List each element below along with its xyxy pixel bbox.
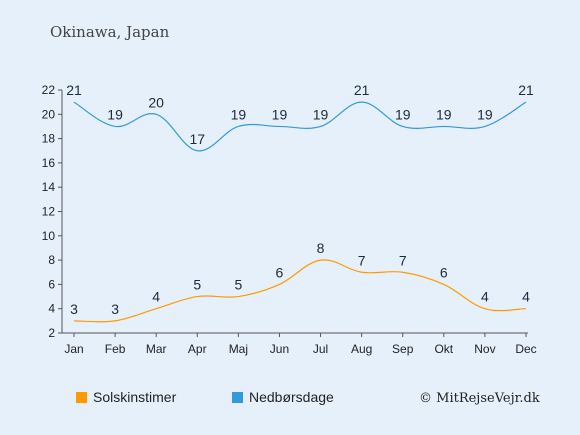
x-tick-label: Mar — [146, 342, 167, 356]
data-label-rain-days: 19 — [395, 106, 411, 122]
x-tick-label: Apr — [188, 342, 207, 356]
data-label-sunshine: 5 — [234, 277, 242, 293]
data-label-rain-days: 17 — [189, 131, 205, 147]
y-tick-label: 2 — [48, 326, 55, 340]
y-tick-label: 8 — [48, 253, 55, 267]
x-axis: Jan Feb Mar Apr Maj Jun Jul Aug Sep Okt Nov Dec — [62, 332, 537, 356]
data-label-rain-days: 21 — [66, 82, 82, 98]
data-label-rain-days: 19 — [313, 106, 329, 122]
data-label-sunshine: 8 — [317, 240, 325, 256]
legend-label-rain-days: Nedbørsdage — [249, 389, 334, 405]
y-tick-label: 6 — [48, 277, 55, 291]
x-tick-label: Feb — [105, 342, 126, 356]
x-tick-label: Jun — [270, 342, 289, 356]
data-label-sunshine: 4 — [522, 289, 530, 305]
y-tick-label: 16 — [42, 156, 56, 170]
data-label-sunshine: 7 — [399, 252, 407, 268]
data-label-sunshine: 7 — [358, 252, 366, 268]
chart-title: Okinawa, Japan — [50, 23, 170, 41]
legend-swatch-rain-days — [232, 392, 243, 403]
y-tick-label: 20 — [42, 107, 56, 121]
y-axis: 2 4 6 8 10 12 14 16 18 20 22 — [42, 83, 63, 340]
data-label-sunshine: 5 — [193, 277, 201, 293]
x-tick-label: Jan — [64, 342, 83, 356]
series-layer: 3 3 4 5 5 6 8 7 7 6 4 4 21 19 20 17 19 19 19 21 19 19 19 21 — [66, 82, 534, 323]
y-tick-label: 22 — [42, 83, 56, 97]
data-label-sunshine: 4 — [152, 289, 160, 305]
x-tick-label: Aug — [351, 342, 372, 356]
data-label-rain-days: 21 — [354, 82, 370, 98]
data-label-rain-days: 19 — [107, 106, 123, 122]
y-tick-label: 10 — [42, 229, 56, 243]
data-label-rain-days: 19 — [231, 106, 247, 122]
legend: Solskinstimer Nedbørsdage — [76, 389, 334, 405]
x-tick-label: Dec — [515, 342, 536, 356]
x-tick-label: Nov — [474, 342, 495, 356]
x-tick-label: Okt — [434, 342, 453, 356]
credit-text: © MitRejseVejr.dk — [419, 391, 540, 406]
data-label-sunshine: 4 — [481, 289, 489, 305]
series-line-sunshine — [73, 259, 527, 323]
x-tick-label: Maj — [229, 342, 248, 356]
x-tick-label: Jul — [313, 342, 328, 356]
y-tick-label: 12 — [42, 205, 56, 219]
data-label-sunshine: 6 — [440, 264, 448, 280]
x-tick-label: Sep — [392, 342, 414, 356]
y-tick-label: 4 — [48, 302, 55, 316]
series-line-rain-days — [73, 101, 527, 152]
data-label-sunshine: 6 — [276, 264, 284, 280]
data-label-rain-days: 20 — [148, 94, 164, 110]
data-label-rain-days: 19 — [436, 106, 452, 122]
legend-label-sunshine: Solskinstimer — [93, 389, 177, 405]
y-tick-label: 18 — [42, 132, 56, 146]
data-label-rain-days: 21 — [518, 82, 534, 98]
y-tick-label: 14 — [42, 180, 56, 194]
data-label-sunshine: 3 — [70, 301, 78, 317]
data-label-rain-days: 19 — [272, 106, 288, 122]
data-label-sunshine: 3 — [111, 301, 119, 317]
legend-swatch-sunshine — [76, 392, 87, 403]
data-label-rain-days: 19 — [477, 106, 493, 122]
